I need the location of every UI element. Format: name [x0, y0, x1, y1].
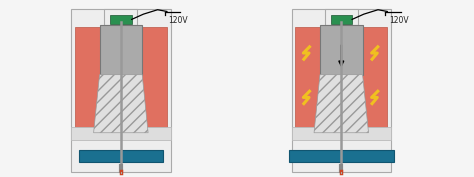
Bar [100, 25, 142, 75]
Bar [295, 27, 321, 127]
Bar [292, 127, 391, 140]
Bar [104, 9, 137, 25]
Bar [71, 127, 171, 140]
Bar [141, 27, 167, 127]
Bar [361, 27, 387, 127]
Bar [75, 27, 101, 127]
Text: 120V: 120V [169, 16, 188, 25]
Bar [325, 9, 358, 25]
Bar [110, 15, 132, 24]
Bar [292, 9, 391, 172]
Polygon shape [314, 75, 368, 133]
Bar [320, 25, 363, 75]
Bar [289, 150, 393, 162]
Bar [71, 9, 171, 172]
Text: 120V: 120V [389, 16, 409, 25]
Bar [79, 150, 163, 162]
Polygon shape [94, 75, 148, 133]
Bar [331, 15, 352, 24]
